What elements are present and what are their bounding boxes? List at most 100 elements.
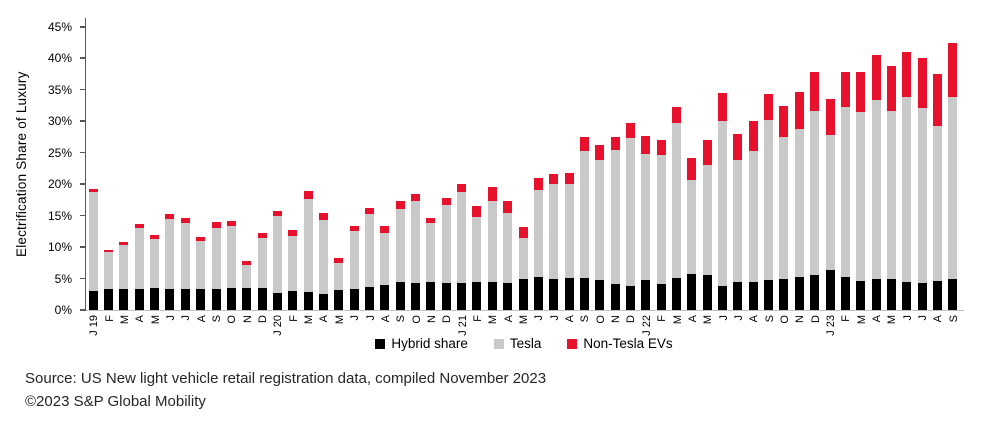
bar-segment-hybrid-share: [134, 289, 144, 310]
stacked-bar: [948, 43, 958, 310]
bar-segment-non-tesla-evs: [932, 73, 942, 126]
stacked-bar: [625, 122, 635, 310]
bar-segment-hybrid-share: [426, 282, 436, 310]
bar-segment-non-tesla-evs: [242, 260, 252, 266]
bar-segment-tesla: [226, 225, 236, 288]
x-tick-label: A: [748, 315, 761, 323]
bar-segment-tesla: [487, 200, 497, 283]
bar-segment-hybrid-share: [641, 280, 651, 310]
stacked-bar: [886, 66, 896, 310]
bar-segment-hybrid-share: [119, 288, 129, 310]
x-tick-label: J: [349, 315, 362, 321]
stacked-bar: [457, 183, 467, 310]
x-tick-label: J: [180, 315, 193, 321]
bar-segment-hybrid-share: [902, 281, 912, 310]
y-tick-label: 20%: [47, 177, 72, 192]
bar-segment-non-tesla-evs: [825, 99, 835, 135]
bar-segment-non-tesla-evs: [119, 242, 129, 245]
bar-segment-hybrid-share: [349, 289, 359, 310]
stacked-bar: [318, 212, 328, 310]
y-tick-mark: [80, 214, 86, 217]
stacked-bar: [902, 51, 912, 310]
stacked-bar: [426, 217, 436, 310]
x-tick-label: M: [487, 315, 500, 325]
bar-segment-non-tesla-evs: [810, 72, 820, 111]
bar-segment-tesla: [119, 244, 129, 289]
bar-segment-non-tesla-evs: [226, 220, 236, 226]
stacked-bar: [825, 99, 835, 310]
bar-segment-tesla: [334, 262, 344, 290]
bar-segment-hybrid-share: [272, 293, 282, 310]
x-tick-label: D: [809, 315, 822, 323]
bar-segment-hybrid-share: [794, 276, 804, 310]
legend-label: Non-Tesla EVs: [583, 336, 673, 351]
bar-segment-hybrid-share: [472, 282, 482, 310]
bar-segment-hybrid-share: [257, 288, 267, 310]
bar-segment-tesla: [395, 208, 405, 283]
y-tick-label: 45%: [47, 20, 72, 34]
legend-swatch: [567, 338, 578, 349]
bar-segment-non-tesla-evs: [426, 217, 436, 223]
x-tick-label: M: [118, 315, 131, 325]
bar-segment-non-tesla-evs: [579, 137, 589, 151]
bar-segment-hybrid-share: [840, 276, 850, 310]
bar-segment-non-tesla-evs: [610, 137, 620, 150]
stacked-bar: [764, 93, 774, 310]
bar-segment-hybrid-share: [211, 289, 221, 310]
legend-label: Hybrid share: [391, 336, 468, 351]
stacked-bar: [165, 214, 175, 310]
y-tick-mark: [80, 57, 86, 59]
bar-segment-tesla: [318, 220, 328, 295]
bar-segment-hybrid-share: [932, 281, 942, 310]
bar-segment-tesla: [917, 107, 927, 283]
stacked-bar: [656, 139, 666, 310]
y-tick-mark: [80, 277, 86, 280]
bar-segment-non-tesla-evs: [211, 221, 221, 229]
bar-segment-tesla: [672, 123, 681, 278]
stacked-bar: [303, 190, 313, 310]
x-tick-label: A: [379, 315, 392, 323]
bar-segment-tesla: [886, 111, 896, 279]
stacked-bar: [687, 157, 697, 310]
x-tick-label: J: [901, 315, 914, 321]
source-note: Source: US New light vehicle retail regi…: [25, 367, 546, 413]
bar-segment-tesla: [718, 120, 728, 287]
x-tick-label: J: [533, 315, 546, 321]
bar-segment-non-tesla-evs: [595, 145, 605, 160]
bar-segment-tesla: [165, 218, 175, 290]
bar-segment-non-tesla-evs: [886, 66, 896, 112]
bar-segment-hybrid-share: [579, 277, 589, 310]
bar-segment-tesla: [380, 232, 390, 286]
bar-segment-non-tesla-evs: [794, 92, 804, 129]
bar-segment-tesla: [871, 99, 881, 280]
bar-segment-non-tesla-evs: [533, 177, 543, 190]
x-tick-label: D: [257, 315, 270, 323]
copyright-line: ©2023 S&P Global Mobility: [25, 393, 206, 410]
stacked-bar: [595, 145, 605, 310]
bar-segment-hybrid-share: [411, 282, 421, 310]
stacked-bar: [932, 73, 942, 310]
bar-segment-non-tesla-evs: [257, 233, 267, 239]
bar-segment-non-tesla-evs: [902, 51, 912, 98]
y-tick-label: 35%: [47, 82, 72, 97]
y-tick-mark: [80, 26, 86, 28]
bar-segment-tesla: [303, 199, 313, 292]
bar-segment-non-tesla-evs: [672, 106, 681, 124]
stacked-bar: [104, 249, 114, 310]
stacked-bar: [917, 58, 927, 310]
x-tick-label: F: [840, 315, 853, 322]
bar-segment-tesla: [134, 227, 144, 290]
bar-segment-tesla: [288, 235, 298, 291]
stacked-bar: [472, 206, 482, 310]
bar-segment-tesla: [104, 251, 114, 290]
x-tick-label: D: [441, 315, 454, 323]
bar-segment-non-tesla-evs: [457, 183, 467, 192]
bar-segment-tesla: [426, 222, 436, 283]
bar-segment-tesla: [748, 150, 758, 282]
x-tick-label: J 23: [825, 315, 837, 336]
bar-segment-tesla: [180, 222, 190, 290]
bar-segment-non-tesla-evs: [395, 200, 405, 209]
bar-segment-hybrid-share: [104, 289, 114, 310]
bar-segment-non-tesla-evs: [917, 58, 927, 108]
